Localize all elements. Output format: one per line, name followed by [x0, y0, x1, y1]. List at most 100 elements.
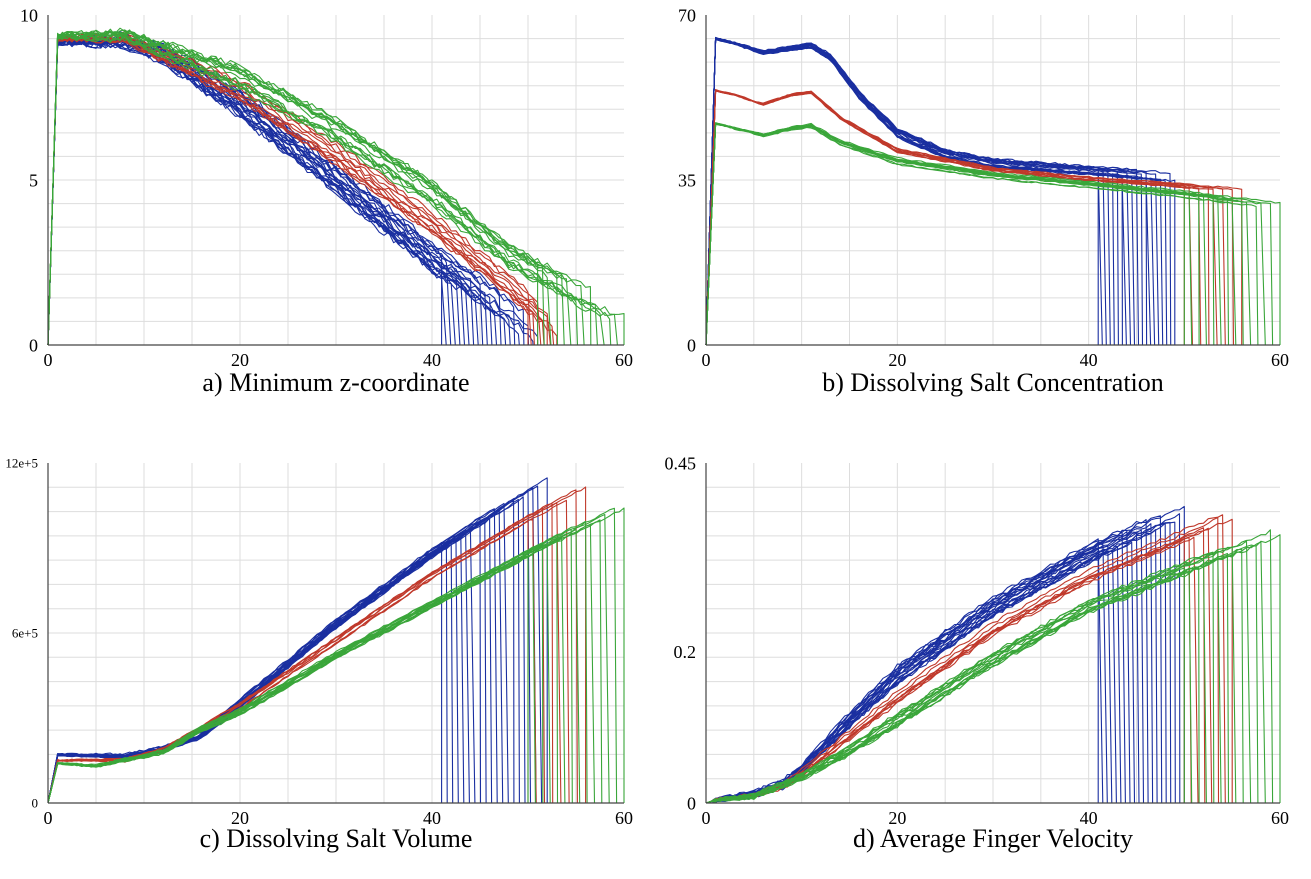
x-tick-label: 20	[231, 350, 249, 370]
axes: 0 20 40 60 0 6e+5 12e+5	[5, 456, 633, 828]
series-line-blue	[705, 38, 1148, 346]
y-tick-label: 0	[687, 793, 696, 813]
series-line-green	[47, 507, 625, 804]
series-line-blue	[705, 521, 1172, 804]
series-line-blue	[47, 37, 534, 346]
y-tick-label: 70	[678, 5, 696, 25]
x-tick-label: 20	[888, 350, 906, 370]
x-tick-label: 0	[702, 350, 711, 370]
series-line-blue	[705, 38, 1099, 346]
y-tick-label: 0	[32, 796, 39, 811]
y-tick-label: 6e+5	[12, 626, 38, 641]
y-tick-label: 0.45	[665, 453, 697, 473]
chart-panel-b: 0 20 40 60 0 35 70 b) Dissolving Salt Concentr…	[655, 0, 1311, 440]
series-line-red	[705, 90, 1194, 346]
chart-panel-d: 0 20 40 60 0 0.2 0.45 d) Average Finger Veloci…	[655, 440, 1311, 879]
series-line-red	[47, 35, 555, 346]
chart-c-caption: c) Dissolving Salt Volume	[199, 824, 473, 853]
x-tick-label: 40	[1080, 350, 1098, 370]
y-tick-label: 10	[20, 5, 38, 25]
grid	[706, 15, 1280, 345]
series-line-blue	[47, 34, 516, 346]
chart-a-svg: 0 20 40 60 0 5 10	[20, 5, 633, 370]
series-line-blue	[705, 546, 1122, 804]
series-line-blue	[47, 38, 456, 346]
series-line-red	[47, 33, 551, 346]
series-line-blue	[705, 541, 1136, 804]
chart-a-caption: a) Minimum z-coordinate	[202, 368, 470, 397]
axes: 0 20 40 60 0 35 70	[678, 5, 1289, 370]
series-line-red	[47, 489, 578, 804]
x-tick-label: 40	[1080, 808, 1098, 828]
series-line-green	[705, 541, 1266, 804]
series-line-blue	[47, 485, 543, 804]
chart-panel-c: 0 20 40 60 0 6e+5 12e+5 c) Dissolving Salt Vol…	[0, 440, 655, 879]
x-tick-label: 60	[615, 350, 633, 370]
x-tick-label: 0	[44, 808, 53, 828]
chart-c-svg: 0 20 40 60 0 6e+5 12e+5	[5, 456, 633, 828]
series-line-blue	[705, 529, 1158, 804]
series-line-red	[705, 90, 1235, 346]
series-line-blue	[705, 36, 1144, 346]
x-tick-label: 0	[702, 808, 711, 828]
y-tick-label: 12e+5	[5, 456, 38, 471]
series-line-red	[705, 514, 1226, 804]
y-tick-label: 35	[678, 170, 696, 190]
series-line-blue	[705, 37, 1132, 346]
series-line-red	[705, 89, 1202, 346]
series-line-blue	[705, 38, 1152, 346]
series-line-blue	[705, 38, 1156, 346]
x-tick-label: 20	[888, 808, 906, 828]
series-line-blue	[705, 38, 1111, 346]
series-line-green	[47, 33, 612, 346]
series-line-blue	[705, 529, 1145, 804]
x-tick-label: 60	[1271, 350, 1289, 370]
x-tick-label: 40	[423, 350, 441, 370]
y-tick-label: 0	[29, 335, 38, 355]
series-line-red	[705, 518, 1233, 804]
series-line-blue	[705, 37, 1140, 346]
series-line-green	[47, 519, 603, 804]
series-line-blue	[47, 37, 466, 346]
series-line-blue	[705, 38, 1119, 346]
axes: 0 20 40 60 0 5 10	[20, 5, 633, 370]
axes: 0 20 40 60 0 0.2 0.45	[665, 453, 1290, 828]
series-line-red	[705, 537, 1192, 804]
series-line-green	[47, 507, 618, 804]
chart-panel-a: 0 20 40 60 0 5 10 a) Minimum z-coordinate	[0, 0, 655, 440]
x-tick-label: 60	[615, 808, 633, 828]
series-line-green	[705, 123, 1259, 346]
series-line-blue	[705, 38, 1136, 346]
series-line-green	[47, 33, 605, 346]
series-line-blue	[47, 477, 548, 804]
x-tick-label: 0	[44, 350, 53, 370]
series-line-blue	[705, 37, 1107, 346]
series-line-blue	[705, 37, 1168, 346]
chart-d-caption: d) Average Finger Velocity	[853, 824, 1133, 853]
series-line-green	[705, 534, 1281, 804]
series-line-blue	[705, 36, 1172, 346]
chart-b-caption: b) Dissolving Salt Concentration	[822, 368, 1164, 397]
series-line-red	[705, 90, 1218, 346]
series-group	[705, 505, 1281, 804]
series-line-green	[705, 122, 1266, 346]
series-line-blue	[705, 519, 1149, 804]
series-line-blue	[47, 36, 461, 346]
series-line-blue	[705, 37, 1127, 346]
x-tick-label: 20	[231, 808, 249, 828]
series-line-blue	[705, 39, 1176, 346]
series-line-blue	[705, 513, 1181, 804]
series-group	[47, 477, 625, 804]
series-group	[705, 36, 1281, 346]
y-tick-label: 0	[687, 335, 696, 355]
y-tick-label: 0.2	[674, 642, 697, 662]
series-line-red	[705, 89, 1243, 346]
series-line-red	[47, 35, 545, 346]
series-line-blue	[47, 38, 520, 346]
series-line-green	[705, 529, 1274, 804]
y-tick-label: 5	[29, 170, 38, 190]
chart-b-svg: 0 20 40 60 0 35 70	[678, 5, 1289, 370]
chart-d-svg: 0 20 40 60 0 0.2 0.45	[665, 453, 1290, 828]
series-line-red	[705, 527, 1213, 804]
series-line-blue	[705, 37, 1160, 346]
